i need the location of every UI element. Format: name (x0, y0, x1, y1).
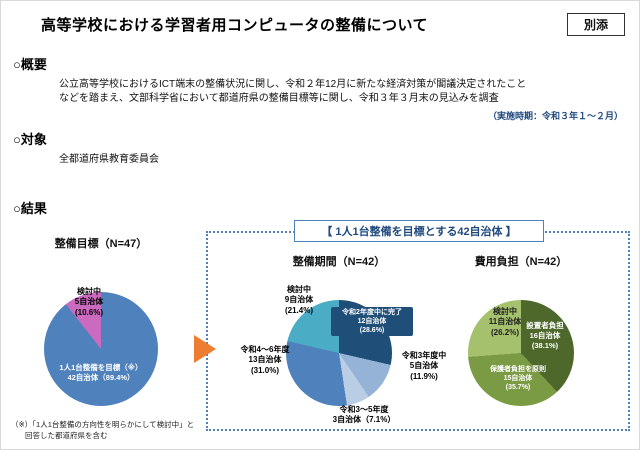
attachment-badge: 別添 (566, 13, 625, 36)
group-box-title: 【 1人1台整備を目標とする42自治体 】 (294, 220, 544, 242)
pie1-label-goal: 1人1台整備を目標（※） 42自治体（89.4%） (59, 363, 143, 382)
heading-target: ○対象 (13, 132, 47, 147)
pie2-label-r2-complete: 令和2年度中に完了 12自治体 (28.6%) (331, 307, 413, 337)
heading-overview: ○概要 (13, 57, 47, 72)
pie-chart-equipment-goal (44, 292, 158, 406)
overview-text-line1: 公立高等学校におけるICT端末の整備状況に関し、令和２年12月に新たな経済対策が… (59, 79, 527, 90)
pie3-label-hogosha: 保護者負担を原則 15自治体 (35.7%) (490, 366, 546, 392)
target-text: 全都道府県教育委員会 (59, 154, 159, 165)
overview-text-line2: などを踏まえ、文部科学省において都道府県の整備目標等に関し、令和３年３月末の見込… (59, 93, 499, 104)
chart3-title: 費用負担（N=42） (474, 256, 568, 268)
pie2-label-r3-5: 令和3～5年度 3自治体（7.1%） (332, 405, 396, 425)
arrow-right-icon (194, 335, 216, 363)
pie2-label-r3: 令和3年度中 5自治体 (11.9%) (401, 351, 447, 381)
pie2-label-kentochu: 検討中 9自治体 (21.4%) (284, 285, 314, 315)
chart1-title: 整備目標（N=47） (54, 238, 148, 250)
pie3-label-setchisha: 設置者負担 16自治体 (38.1%) (526, 321, 564, 350)
survey-period-note: （実施時期：令和３年１～２月） (487, 111, 623, 121)
pie2-label-r4-6: 令和4～6年度 13自治体 (31.0%) (240, 345, 290, 375)
footnote-line1: （※）「1人1台整備の方向性を明らかにして検討中」と (11, 420, 195, 429)
footnote: （※）「1人1台整備の方向性を明らかにして検討中」と 回答した都道府県を含む (11, 419, 194, 441)
pie-chart-cost-burden (468, 300, 574, 406)
page-title: 高等学校における学習者用コンピュータの整備について (41, 17, 429, 34)
chart2-title: 整備期間（N=42） (292, 256, 386, 268)
pie1-label-kentochu: 検討中 5自治体 (10.6%) (74, 287, 104, 317)
footnote-line2: 回答した都道府県を含む (25, 431, 108, 440)
pie3-label-kentochu: 検討中 11自治体 (26.2%) (488, 307, 522, 337)
heading-results: ○結果 (13, 201, 47, 216)
